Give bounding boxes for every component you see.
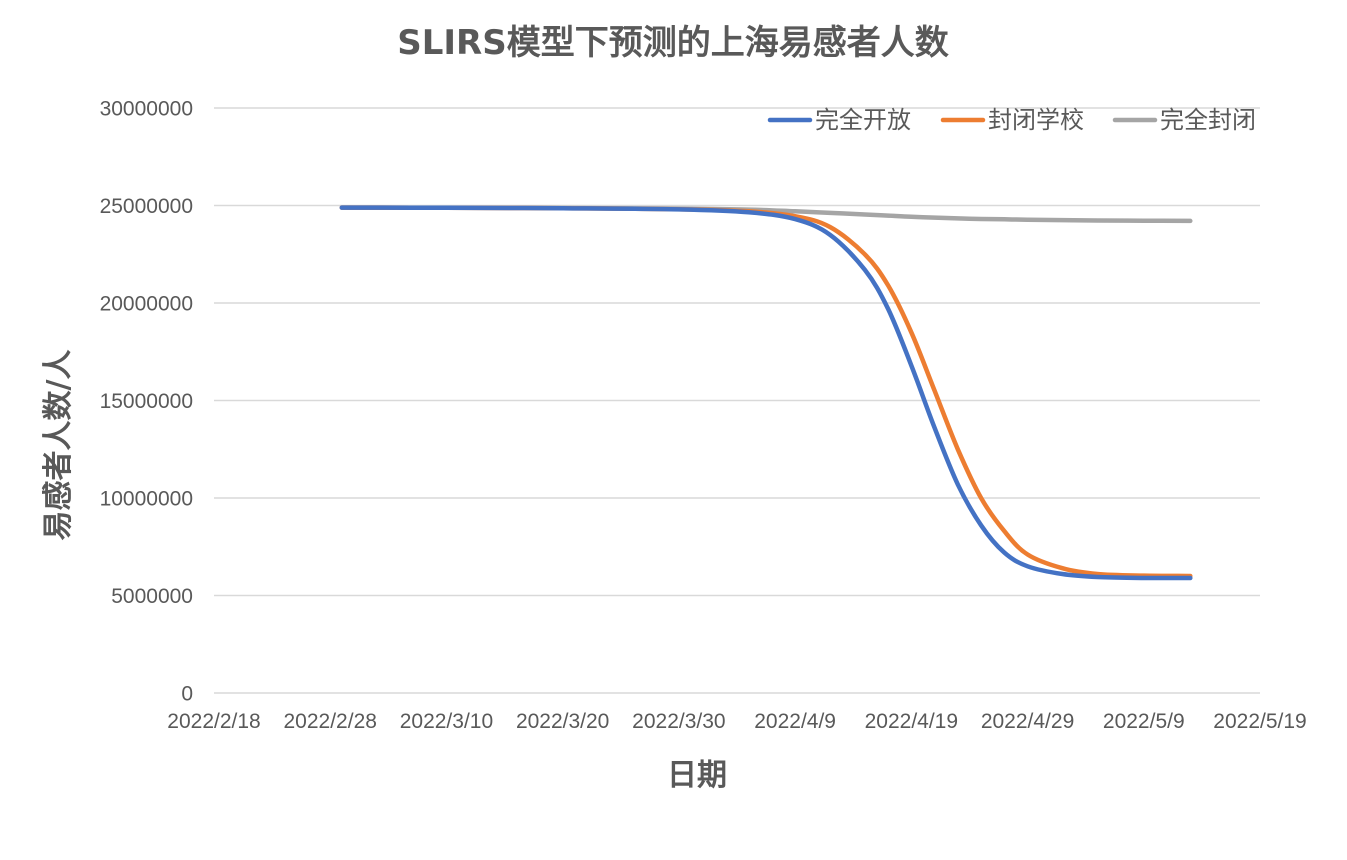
legend-label-series-1: 封闭学校 <box>988 106 1084 134</box>
series-line-0 <box>339 205 1193 581</box>
y-tick-label: 30000000 <box>100 98 193 121</box>
x-tick-label: 2022/5/19 <box>1213 710 1306 733</box>
y-tick-label: 5000000 <box>111 585 193 608</box>
legend-item-2: 完全封闭 <box>1112 106 1256 134</box>
x-tick-label: 2022/3/10 <box>400 710 493 733</box>
x-tick-label: 2022/3/20 <box>516 710 609 733</box>
chart-title: SLIRS模型下预测的上海易感者人数 <box>397 23 948 63</box>
x-tick-label: 2022/3/30 <box>632 710 725 733</box>
legend: 完全开放 封闭学校 完全封闭 <box>767 106 1256 134</box>
gridlines <box>214 107 1260 694</box>
y-tick-label: 0 <box>181 683 193 706</box>
series-line-1 <box>339 205 1193 579</box>
y-tick-label: 10000000 <box>100 488 193 511</box>
legend-label-series-2: 完全封闭 <box>1160 106 1256 134</box>
y-tick-label: 25000000 <box>100 195 193 218</box>
x-tick-label: 2022/2/18 <box>167 710 260 733</box>
x-tick-label: 2022/4/9 <box>754 710 836 733</box>
x-axis-ticks: 2022/2/18 2022/2/28 2022/3/10 2022/3/20 2022… <box>167 710 1306 733</box>
x-tick-label: 2022/4/19 <box>865 710 958 733</box>
y-tick-label: 20000000 <box>100 293 193 316</box>
legend-label-series-0: 完全开放 <box>815 106 911 134</box>
x-tick-label: 2022/2/28 <box>284 710 377 733</box>
series-lines <box>339 205 1193 581</box>
legend-item-0: 完全开放 <box>767 106 911 134</box>
legend-item-1: 封闭学校 <box>940 106 1084 134</box>
x-tick-label: 2022/5/9 <box>1103 710 1185 733</box>
y-axis-ticks: 0 5000000 10000000 15000000 20000000 25000000… <box>100 98 193 706</box>
x-axis-title: 日期 <box>667 758 727 793</box>
x-tick-label: 2022/4/29 <box>981 710 1074 733</box>
y-tick-label: 15000000 <box>100 390 193 413</box>
y-axis-title: 易感者人数/人 <box>41 350 76 541</box>
